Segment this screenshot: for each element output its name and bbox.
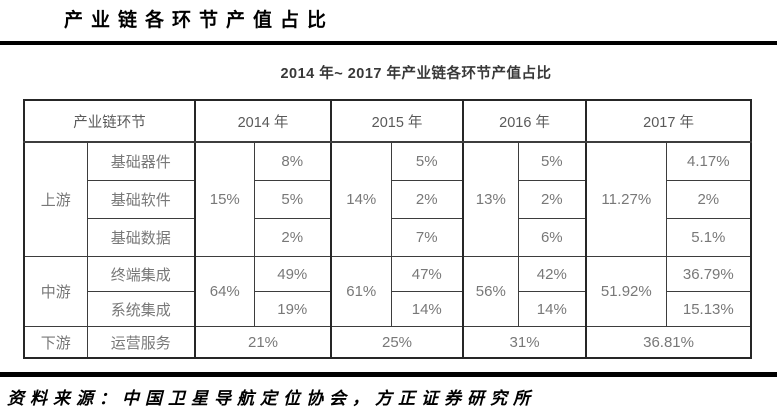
segment-cell: 基础数据 <box>86 218 196 257</box>
table-caption: 2014 年~ 2017 年产业链各环节产值占比 <box>280 66 552 82</box>
value-cell-2014: 21% <box>193 326 332 359</box>
value-cell-2014: 5% <box>253 180 332 219</box>
total-cell-2017: 51.92% <box>585 256 667 327</box>
total-cell-2014: 64% <box>194 256 255 327</box>
value-cell-2016: 42% <box>517 256 587 292</box>
header-year-2016: 2016 年 <box>462 99 587 143</box>
segment-cell: 终端集成 <box>86 256 196 292</box>
output-share-table: 产业链环节 2014 年 2015 年 2016 年 2017 年 上游 基础器… <box>23 99 753 359</box>
total-cell-2016: 13% <box>462 141 519 257</box>
value-cell-2017: 4.17% <box>665 141 752 181</box>
segment-cell: 基础器件 <box>86 141 196 181</box>
header-year-2014: 2014 年 <box>193 99 332 143</box>
total-cell-2014: 15% <box>194 141 255 257</box>
stage-cell-upstream: 上游 <box>23 141 88 257</box>
value-cell-2014: 8% <box>253 141 332 181</box>
page-title: 产业链各环节产值占比 <box>64 9 335 31</box>
value-cell-2015: 47% <box>390 256 464 292</box>
table-row-midstream-1: 中游 终端集成 64% 49% 61% 47% 56% 42% 51.92% 3… <box>23 256 752 327</box>
header-chain-segment: 产业链环节 <box>23 99 196 143</box>
total-cell-2015: 61% <box>330 256 392 327</box>
table-row-midstream-2: 系统集成 19% 14% 14% 15.13% <box>24 291 752 327</box>
table-header-row: 产业链环节 2014 年 2015 年 2016 年 2017 年 <box>23 99 752 143</box>
value-cell-2017: 36.81% <box>585 326 752 359</box>
value-cell-2014: 49% <box>253 256 332 292</box>
value-cell-2017: 15.13% <box>665 291 752 327</box>
value-cell-2015: 5% <box>390 141 464 181</box>
segment-cell: 系统集成 <box>86 291 196 327</box>
header-year-2015: 2015 年 <box>330 99 464 143</box>
bottom-rule <box>0 372 777 377</box>
value-cell-2017: 2% <box>665 180 752 219</box>
total-cell-2017: 11.27% <box>585 141 667 257</box>
table-row-upstream-1: 上游 基础器件 15% 8% 14% 5% 13% 5% 11.27% 4.17… <box>23 141 752 257</box>
source-note: 资料来源：中国卫星导航定位协会，方正证券研究所 <box>7 389 536 409</box>
value-cell-2016: 6% <box>517 218 587 257</box>
value-cell-2016: 2% <box>517 180 587 219</box>
value-cell-2016: 31% <box>462 326 587 359</box>
value-cell-2016: 14% <box>517 291 587 327</box>
value-cell-2017: 36.79% <box>665 256 752 292</box>
header-year-2017: 2017 年 <box>585 99 752 143</box>
total-cell-2015: 14% <box>330 141 392 257</box>
value-cell-2015: 7% <box>390 218 464 257</box>
value-cell-2015: 14% <box>390 291 464 327</box>
segment-cell: 运营服务 <box>86 326 196 359</box>
table-row-downstream: 下游 运营服务 21% 25% 31% 36.81% <box>23 326 752 359</box>
value-cell-2014: 19% <box>253 291 332 327</box>
table-row-upstream-3: 基础数据 2% 7% 6% 5.1% <box>24 218 752 257</box>
value-cell-2014: 2% <box>253 218 332 257</box>
stage-cell-midstream: 中游 <box>23 256 88 327</box>
value-cell-2016: 5% <box>517 141 587 181</box>
total-cell-2016: 56% <box>462 256 519 327</box>
top-rule <box>0 41 777 45</box>
value-cell-2015: 25% <box>330 326 464 359</box>
stage-cell-downstream: 下游 <box>23 326 88 359</box>
value-cell-2017: 5.1% <box>665 218 752 257</box>
value-cell-2015: 2% <box>390 180 464 219</box>
segment-cell: 基础软件 <box>86 180 196 219</box>
table-row-upstream-2: 基础软件 5% 2% 2% 2% <box>24 180 752 219</box>
